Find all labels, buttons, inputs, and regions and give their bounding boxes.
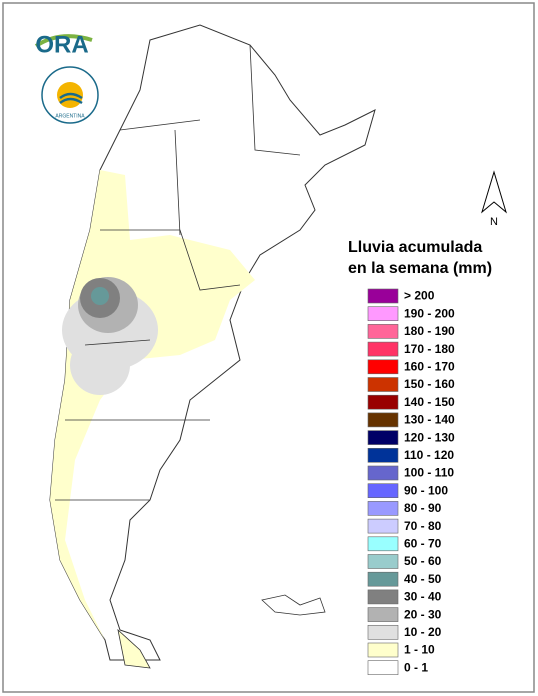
compass-arrow bbox=[481, 170, 507, 214]
legend-label: 0 - 1 bbox=[404, 660, 428, 674]
legend-label: 110 - 120 bbox=[404, 448, 454, 462]
legend-label: 170 - 180 bbox=[404, 342, 455, 356]
legend: > 200 190 - 200 180 - 190 170 - 180 160 - 17… bbox=[367, 288, 455, 676]
legend-label: 160 - 170 bbox=[404, 359, 455, 373]
logo: ORA ARGENTINA bbox=[34, 31, 99, 124]
province-borders bbox=[55, 44, 301, 501]
legend-label: 130 - 140 bbox=[404, 413, 455, 427]
legend-label: 120 - 130 bbox=[404, 430, 455, 444]
legend-swatch bbox=[367, 447, 399, 463]
legend-label: 10 - 20 bbox=[404, 625, 442, 639]
logo-text: ORA bbox=[35, 31, 88, 58]
legend-title: Lluvia acumulada bbox=[348, 239, 482, 256]
legend-swatch bbox=[367, 306, 399, 322]
seal-text: ARGENTINA bbox=[55, 113, 85, 119]
legend-swatch bbox=[367, 394, 399, 410]
legend-label: 140 - 150 bbox=[404, 395, 455, 409]
legend-swatch bbox=[367, 377, 399, 392]
seal-waves bbox=[59, 92, 83, 105]
legend-swatch bbox=[367, 483, 399, 499]
legend-label: 80 - 90 bbox=[404, 501, 442, 515]
legend-label: 90 - 100 bbox=[404, 483, 448, 497]
legend-swatch bbox=[367, 660, 399, 676]
legend-label: 190 - 200 bbox=[404, 306, 455, 320]
legend-swatch bbox=[367, 430, 399, 445]
legend-swatch bbox=[367, 324, 399, 339]
legend-swatch bbox=[367, 642, 399, 658]
legend-label: 40 - 50 bbox=[404, 572, 442, 586]
legend-label: 100 - 110 bbox=[404, 466, 454, 480]
tierra-del-fuego bbox=[117, 628, 151, 669]
legend-title: en la semana (mm) bbox=[348, 260, 492, 277]
legend-swatch bbox=[367, 624, 399, 640]
legend-label: 20 - 30 bbox=[404, 607, 442, 621]
legend-label: 60 - 70 bbox=[404, 536, 442, 550]
compass-label: N bbox=[490, 216, 498, 228]
logo-swoosh bbox=[34, 34, 93, 48]
compass: N bbox=[481, 170, 507, 228]
legend-swatch bbox=[367, 359, 399, 375]
legend-label: > 200 bbox=[404, 289, 435, 303]
legend-swatch bbox=[367, 288, 399, 304]
legend-label: 50 - 60 bbox=[404, 554, 442, 568]
legend-label: 1 - 10 bbox=[404, 643, 435, 657]
legend-label: 30 - 40 bbox=[404, 590, 442, 604]
legend-swatch bbox=[367, 465, 399, 481]
legend-swatch bbox=[367, 412, 399, 428]
legend-swatch bbox=[367, 341, 399, 357]
country-outline bbox=[49, 24, 376, 661]
legend-swatch bbox=[367, 554, 399, 569]
rain-area bbox=[91, 287, 109, 305]
legend-label: 150 - 160 bbox=[404, 377, 455, 391]
legend-label: 180 - 190 bbox=[404, 324, 455, 338]
legend-swatch bbox=[367, 571, 399, 587]
country bbox=[49, 24, 376, 669]
legend-label: 70 - 80 bbox=[404, 519, 442, 533]
rain-area bbox=[70, 335, 130, 395]
legend-swatch bbox=[367, 536, 399, 552]
legend-swatch bbox=[367, 589, 399, 605]
legend-swatch bbox=[367, 501, 399, 516]
legend-swatch bbox=[367, 518, 399, 534]
islands bbox=[261, 594, 326, 616]
legend-swatch bbox=[367, 607, 399, 622]
